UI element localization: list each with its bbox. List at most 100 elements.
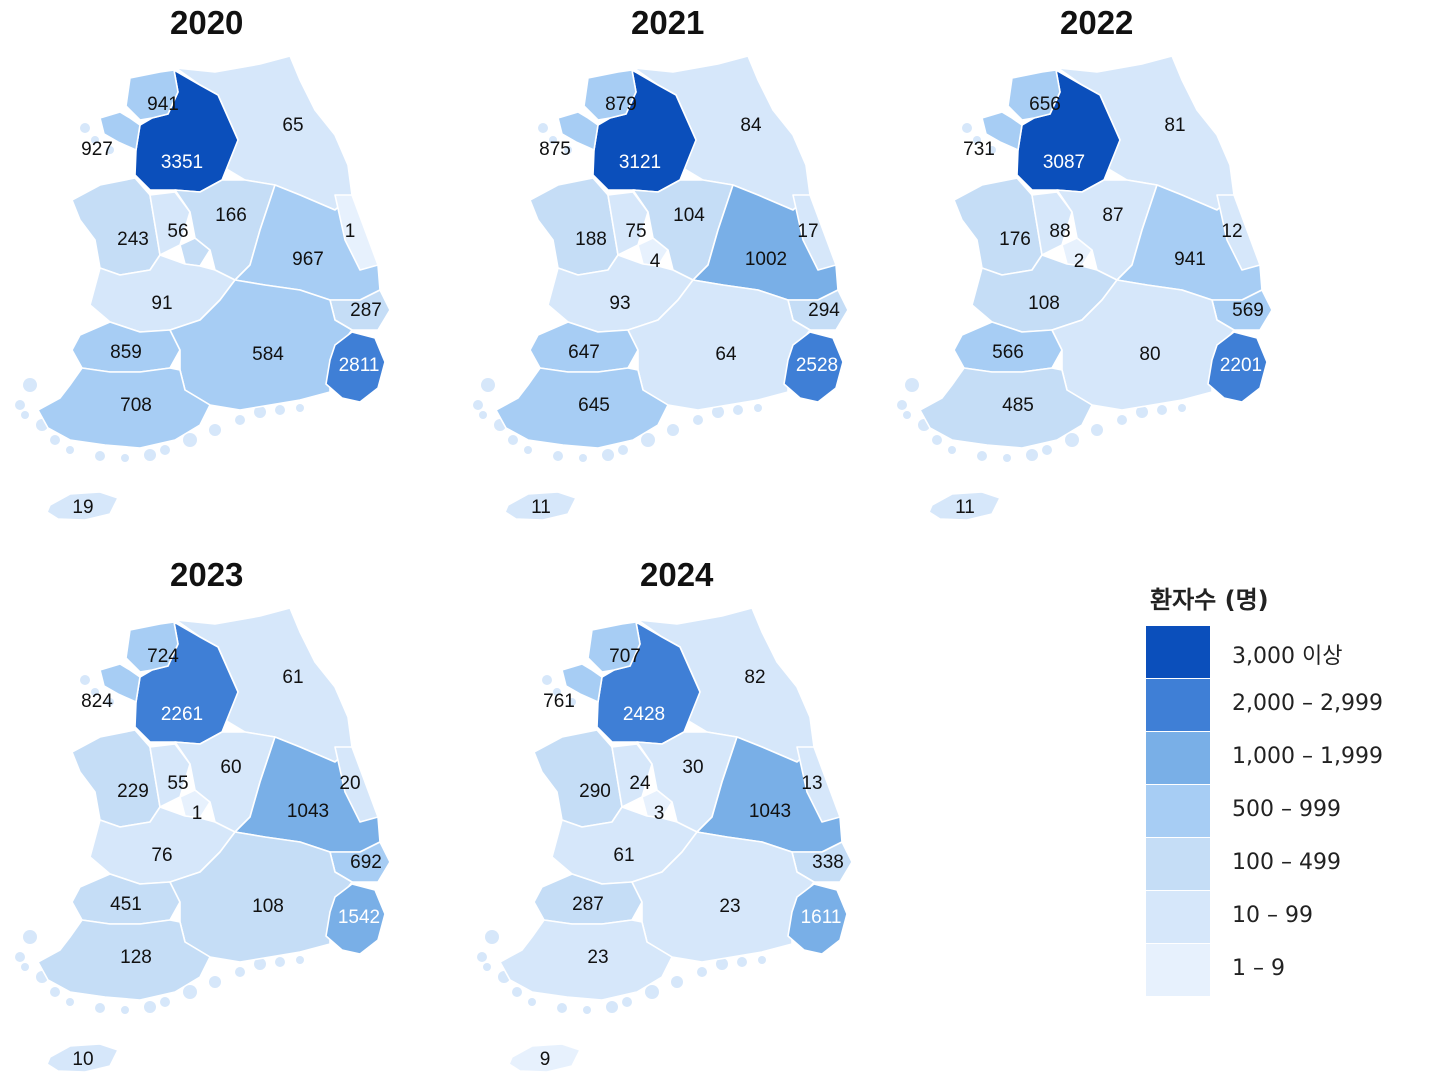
region-jeonnam (37, 367, 211, 449)
island-shape (95, 1003, 105, 1013)
island-shape (80, 123, 90, 133)
region-label-seoul: 879 (605, 94, 637, 115)
island-shape (209, 424, 221, 436)
island-shape (106, 698, 114, 706)
legend-swatch (1146, 944, 1210, 996)
region-label-chungnam: 243 (117, 229, 149, 250)
legend-swatch (1146, 785, 1210, 837)
region-busan (325, 883, 386, 955)
island-shape (296, 956, 304, 964)
region-ulleung (1216, 194, 1261, 271)
region-jeonnam (499, 919, 673, 1001)
island-shape (275, 957, 285, 967)
region-label-chungbuk: 87 (1102, 205, 1123, 226)
island-shape (564, 146, 572, 154)
island-shape (606, 1001, 618, 1013)
region-label-gyeongnam: 64 (715, 344, 737, 365)
region-label-gyeongnam: 584 (252, 344, 284, 365)
region-seoul (583, 69, 637, 121)
region-incheon (981, 111, 1023, 151)
legend-item: 10 – 99 (1146, 891, 1426, 943)
island-shape (697, 967, 707, 977)
region-label-gangwon: 81 (1164, 115, 1185, 136)
legend-item: 500 – 999 (1146, 785, 1426, 837)
region-ulleung (334, 194, 379, 271)
region-label-daejeon: 1 (192, 803, 203, 824)
region-label-jeonbuk: 108 (1028, 293, 1060, 314)
map-title: 2024 (640, 556, 714, 593)
region-label-chungbuk: 30 (682, 757, 703, 778)
island-shape (485, 930, 499, 944)
region-label-busan: 2201 (1220, 355, 1262, 376)
region-label-jeonnam: 128 (120, 947, 152, 968)
island-shape (21, 411, 29, 419)
island-shape (160, 445, 170, 455)
region-label-busan: 1611 (801, 907, 842, 928)
island-shape (1065, 433, 1079, 447)
region-label-gyeongbuk: 1043 (749, 801, 791, 822)
region-incheon (561, 663, 603, 703)
legend-swatch (1146, 838, 1210, 890)
island-shape (897, 400, 907, 410)
region-seoul (125, 621, 179, 673)
region-label-ulleung: 1 (345, 221, 356, 242)
region-ulleung (792, 194, 837, 271)
region-label-gwangju: 451 (110, 894, 142, 915)
region-label-incheon: 761 (543, 691, 575, 712)
region-label-ulleung: 17 (797, 221, 818, 242)
region-label-sejong: 56 (167, 221, 188, 242)
region-jeonnam (919, 367, 1093, 449)
island-shape (618, 445, 628, 455)
island-shape (1136, 406, 1148, 418)
island-shape (66, 446, 74, 454)
region-label-sejong: 75 (625, 221, 646, 242)
island-shape (144, 1001, 156, 1013)
island-shape (1157, 405, 1167, 415)
region-label-gwangju: 566 (992, 342, 1024, 363)
island-shape (477, 952, 487, 962)
island-shape (183, 433, 197, 447)
island-shape (144, 449, 156, 461)
legend-label: 1,000 – 1,999 (1232, 744, 1383, 769)
region-chungnam (71, 177, 161, 276)
island-shape (23, 378, 37, 392)
region-label-sejong: 55 (167, 773, 188, 794)
region-label-gyeonggi: 2261 (161, 704, 203, 725)
region-label-daejeon: 3 (654, 803, 665, 824)
legend-item: 1 – 9 (1146, 944, 1426, 996)
legend: 환자수 (명) 3,000 이상 2,000 – 2,999 1,000 – 1… (1146, 580, 1426, 1000)
island-shape (296, 404, 304, 412)
island-shape (712, 406, 724, 418)
map-panel-2020: 2020 941 927 3351 65 243 56 166 967 1 91 287 859 584… (0, 0, 440, 540)
island-shape (602, 449, 614, 461)
island-shape (254, 406, 266, 418)
region-busan (783, 331, 844, 403)
region-label-jeonbuk: 91 (151, 293, 172, 314)
choropleth-map: 707 761 2428 82 290 24 30 3 1043 13 61 338 287 23 1611… (477, 607, 853, 1073)
island-shape (905, 378, 919, 392)
region-label-gangwon: 84 (740, 115, 762, 136)
legend-item: 1,000 – 1,999 (1146, 732, 1426, 784)
region-label-gyeongbuk: 1043 (287, 801, 329, 822)
island-shape (235, 967, 245, 977)
region-label-jeju: 11 (531, 497, 551, 518)
island-shape (645, 985, 659, 999)
island-shape (932, 435, 942, 445)
legend-swatch (1146, 626, 1210, 678)
island-shape (254, 958, 266, 970)
region-label-seoul: 656 (1029, 94, 1061, 115)
island-shape (557, 1003, 567, 1013)
island-shape (160, 997, 170, 1007)
island-shape (15, 952, 25, 962)
map-title: 2020 (170, 4, 244, 41)
island-shape (948, 446, 956, 454)
region-label-busan: 2528 (796, 355, 838, 376)
region-label-gyeongbuk: 967 (292, 249, 324, 270)
island-shape (23, 930, 37, 944)
island-shape (583, 1006, 591, 1014)
region-seoul (587, 621, 641, 673)
island-shape (235, 415, 245, 425)
island-shape (1117, 415, 1127, 425)
region-label-gyeonggi: 3087 (1043, 152, 1085, 173)
region-label-jeju: 10 (72, 1049, 93, 1070)
